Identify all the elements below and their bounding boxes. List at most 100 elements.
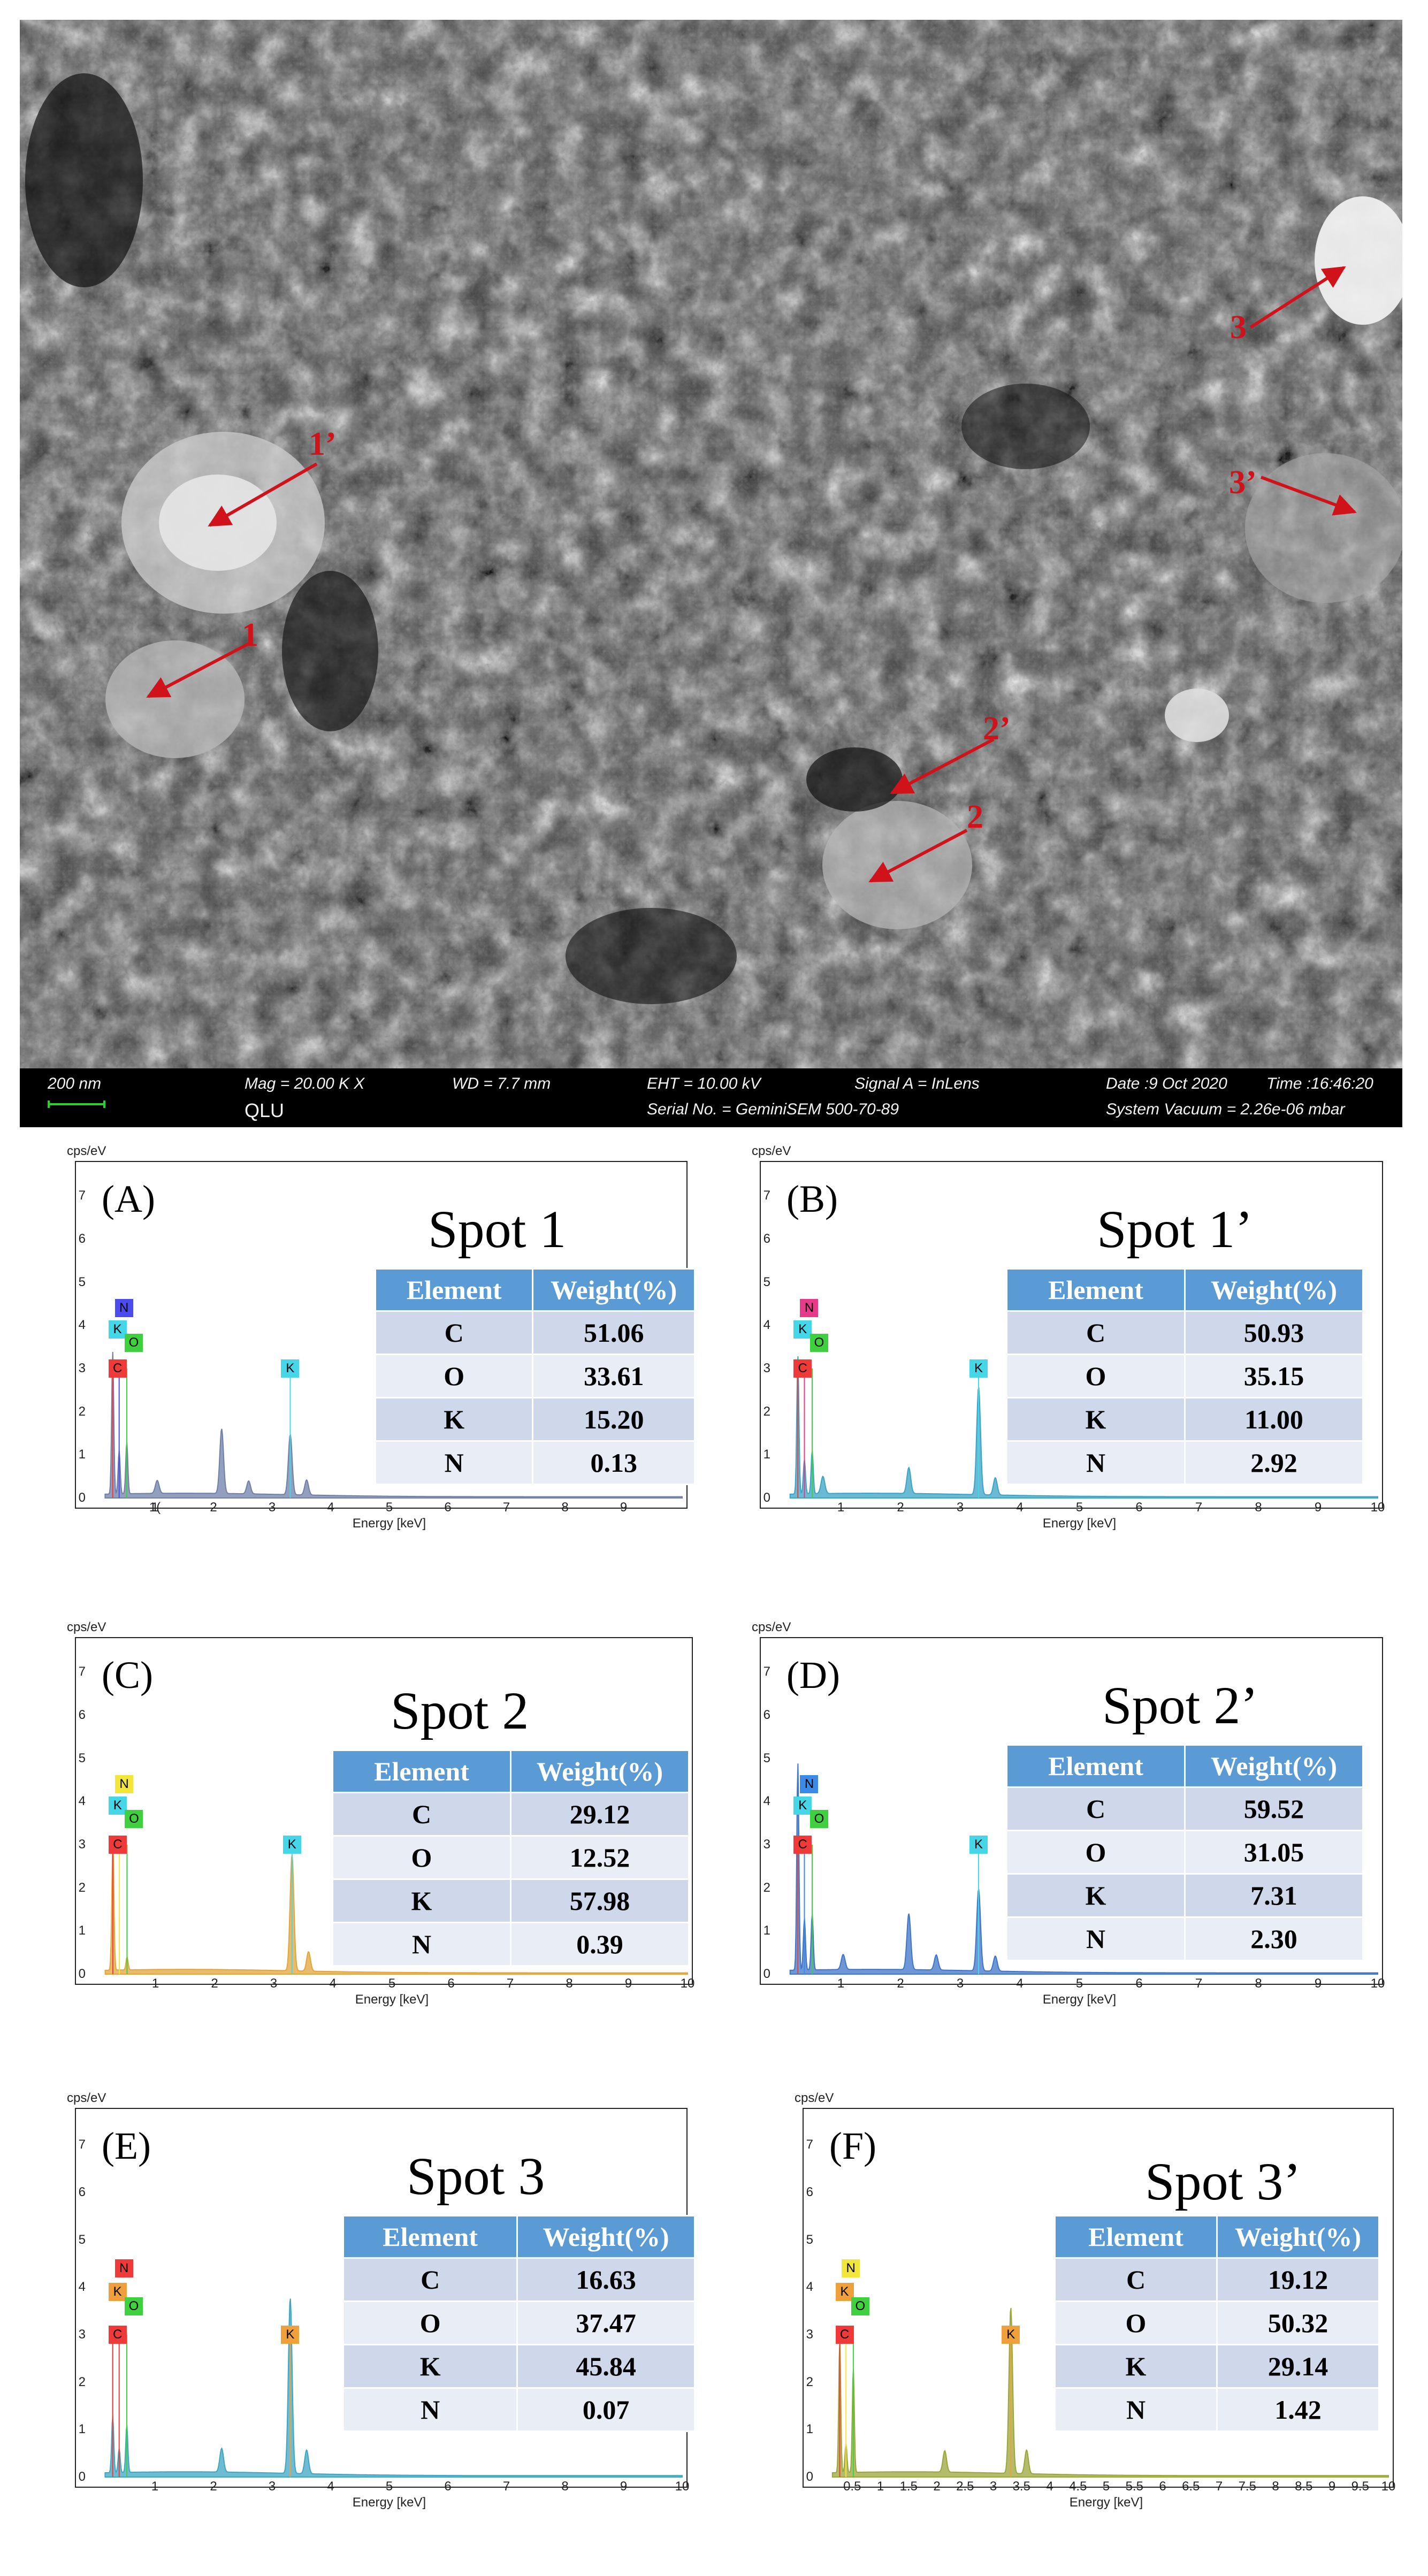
x-tick-label: 1 (837, 1500, 845, 1515)
table-row: C 59.52 (1006, 1786, 1364, 1831)
table-row: K 11.00 (1006, 1397, 1364, 1442)
y-tick-label: 2 (78, 2374, 86, 2389)
table-header-weight: Weight(%) (1216, 2215, 1380, 2259)
weight-cell: 1.42 (1216, 2387, 1380, 2432)
y-tick-label: 7 (763, 1188, 770, 1203)
element-cell: O (1006, 1830, 1186, 1875)
x-tick-label: 7 (1195, 1500, 1203, 1515)
x-tick-label: 6 (444, 1500, 452, 1515)
weight-table: Element Weight(%) C 59.52 O 31.05 K 7.31 N 2.30 (1006, 1744, 1364, 1961)
table-header-element: Element (1006, 1268, 1186, 1312)
x-tick-label: 1.5 (899, 2479, 918, 2494)
weight-cell: 0.07 (516, 2387, 696, 2432)
y-tick-label: 4 (806, 2280, 813, 2295)
x-tick-label: 8 (1272, 2479, 1279, 2494)
y-tick-label: 2 (763, 1880, 770, 1895)
x-tick-label: 4 (329, 1976, 337, 1991)
signal-text: Signal A = InLens (854, 1075, 980, 1092)
weight-cell: 16.63 (516, 2257, 696, 2302)
peak-tag-k: K (108, 1797, 127, 1815)
x-tick-label: 6 (447, 1976, 455, 1991)
weight-cell: 0.39 (510, 1922, 690, 1967)
element-cell: N (1006, 1440, 1186, 1485)
element-cell: O (1006, 1354, 1186, 1398)
weight-cell: 57.98 (510, 1878, 690, 1923)
table-row: N 1.42 (1054, 2387, 1380, 2432)
x-tick-label: 4 (1016, 1500, 1024, 1515)
x-tick-label: 3 (956, 1976, 964, 1991)
y-tick-label: 3 (806, 2327, 813, 2342)
peak-tag-n: N (800, 1299, 819, 1318)
y-tick-label: 3 (78, 2327, 86, 2342)
table-row: K 15.20 (374, 1397, 696, 1442)
x-tick-label: 5 (1075, 1976, 1083, 1991)
y-tick-label: 5 (78, 2232, 86, 2247)
table-row: K 7.31 (1006, 1873, 1364, 1918)
peak-tag-c: C (835, 2326, 854, 2344)
table-header-weight: Weight(%) (516, 2215, 696, 2259)
table-header-element: Element (332, 1749, 511, 1793)
element-cell: C (1054, 2257, 1218, 2302)
arrow-2-prime (890, 738, 995, 794)
weight-cell: 45.84 (516, 2344, 696, 2389)
y-tick-label: 4 (78, 1794, 86, 1809)
x-tick-label: 10 (1370, 1500, 1385, 1515)
sem-micrograph: 1’ 1 2’ 2 3 3’ (20, 20, 1402, 1068)
element-cell: N (342, 2387, 518, 2432)
eds-panel-c: cps/eV 0 1 2 3 4 5 6 7 1 2 3 4 5 6 7 8 9 10 Energy [keV] N K O… (43, 1620, 701, 2028)
element-cell: C (1006, 1786, 1186, 1831)
table-row: N 0.13 (374, 1440, 696, 1485)
y-tick-label: 6 (763, 1232, 770, 1246)
x-tick-label: 5 (1102, 2479, 1110, 2494)
y-tick-label: 4 (763, 1318, 770, 1333)
peak-tag-c: C (108, 2326, 127, 2344)
x-tick-label: 3 (989, 2479, 997, 2494)
element-cell: O (1054, 2300, 1218, 2345)
x-tick-label: 2 (211, 1976, 218, 1991)
x-tick-label: 7 (1215, 2479, 1223, 2494)
table-header-weight: Weight(%) (510, 1749, 690, 1793)
table-row: C 50.93 (1006, 1310, 1364, 1355)
x-tick-label: 6 (444, 2479, 452, 2494)
weight-cell: 33.61 (532, 1354, 696, 1398)
peak-tag-k: K (108, 2283, 127, 2302)
x-tick-label: 5 (385, 1500, 393, 1515)
spot-title: Spot 1 (428, 1199, 567, 1259)
spot-title: Spot 1’ (1097, 1199, 1253, 1259)
table-row: O 37.47 (342, 2300, 696, 2345)
x-tick-label: 9.5 (1351, 2479, 1369, 2494)
y-tick-label: 2 (806, 2374, 813, 2389)
y-tick-label: 5 (806, 2232, 813, 2247)
element-cell: O (374, 1354, 534, 1398)
x-tick-label: 8 (561, 1500, 569, 1515)
y-tick-label: 6 (806, 2185, 813, 2199)
spot-label-3: 3 (1230, 309, 1247, 346)
wd-text: WD = 7.7 mm (452, 1075, 551, 1092)
spot-label-1-prime: 1’ (309, 426, 337, 462)
table-row: C 51.06 (374, 1310, 696, 1355)
spectrum-plot (831, 2307, 1389, 2478)
x-tick-label: 3.5 (1012, 2479, 1030, 2494)
weight-cell: 29.14 (1216, 2344, 1380, 2389)
table-row: K 57.98 (332, 1878, 690, 1923)
y-axis-unit: cps/eV (67, 1144, 106, 1158)
y-tick-label: 7 (78, 2137, 86, 2152)
scale-text: 200 nm (48, 1075, 102, 1092)
weight-cell: 15.20 (532, 1397, 696, 1442)
x-tick-label: 10 (1370, 1976, 1385, 1991)
spot-title: Spot 2 (391, 1681, 529, 1740)
y-tick-label: 0 (78, 1490, 86, 1505)
peak-tag-n: N (800, 1775, 819, 1794)
table-row: O 35.15 (1006, 1354, 1364, 1398)
eds-panel-a: cps/eV 0 1 2 3 4 5 6 7 1 2 3 4 5 6 7 8 9 1(Energy [keV] N K O… (43, 1144, 696, 1551)
y-tick-label: 3 (78, 1361, 86, 1375)
scale-bar (48, 1100, 105, 1108)
peak-tag-c: C (108, 1359, 127, 1378)
peak-tag-k: K (1002, 2326, 1020, 2344)
peak-tag-o: O (851, 2297, 869, 2315)
y-tick-label: 6 (78, 2185, 86, 2199)
weight-table: Element Weight(%) C 51.06 O 33.61 K 15.20 N 0.13 (374, 1268, 696, 1485)
x-tick-label: 1 (876, 2479, 884, 2494)
x-tick-label: 10 (1381, 2479, 1396, 2494)
peak-tag-o: O (810, 1333, 828, 1352)
